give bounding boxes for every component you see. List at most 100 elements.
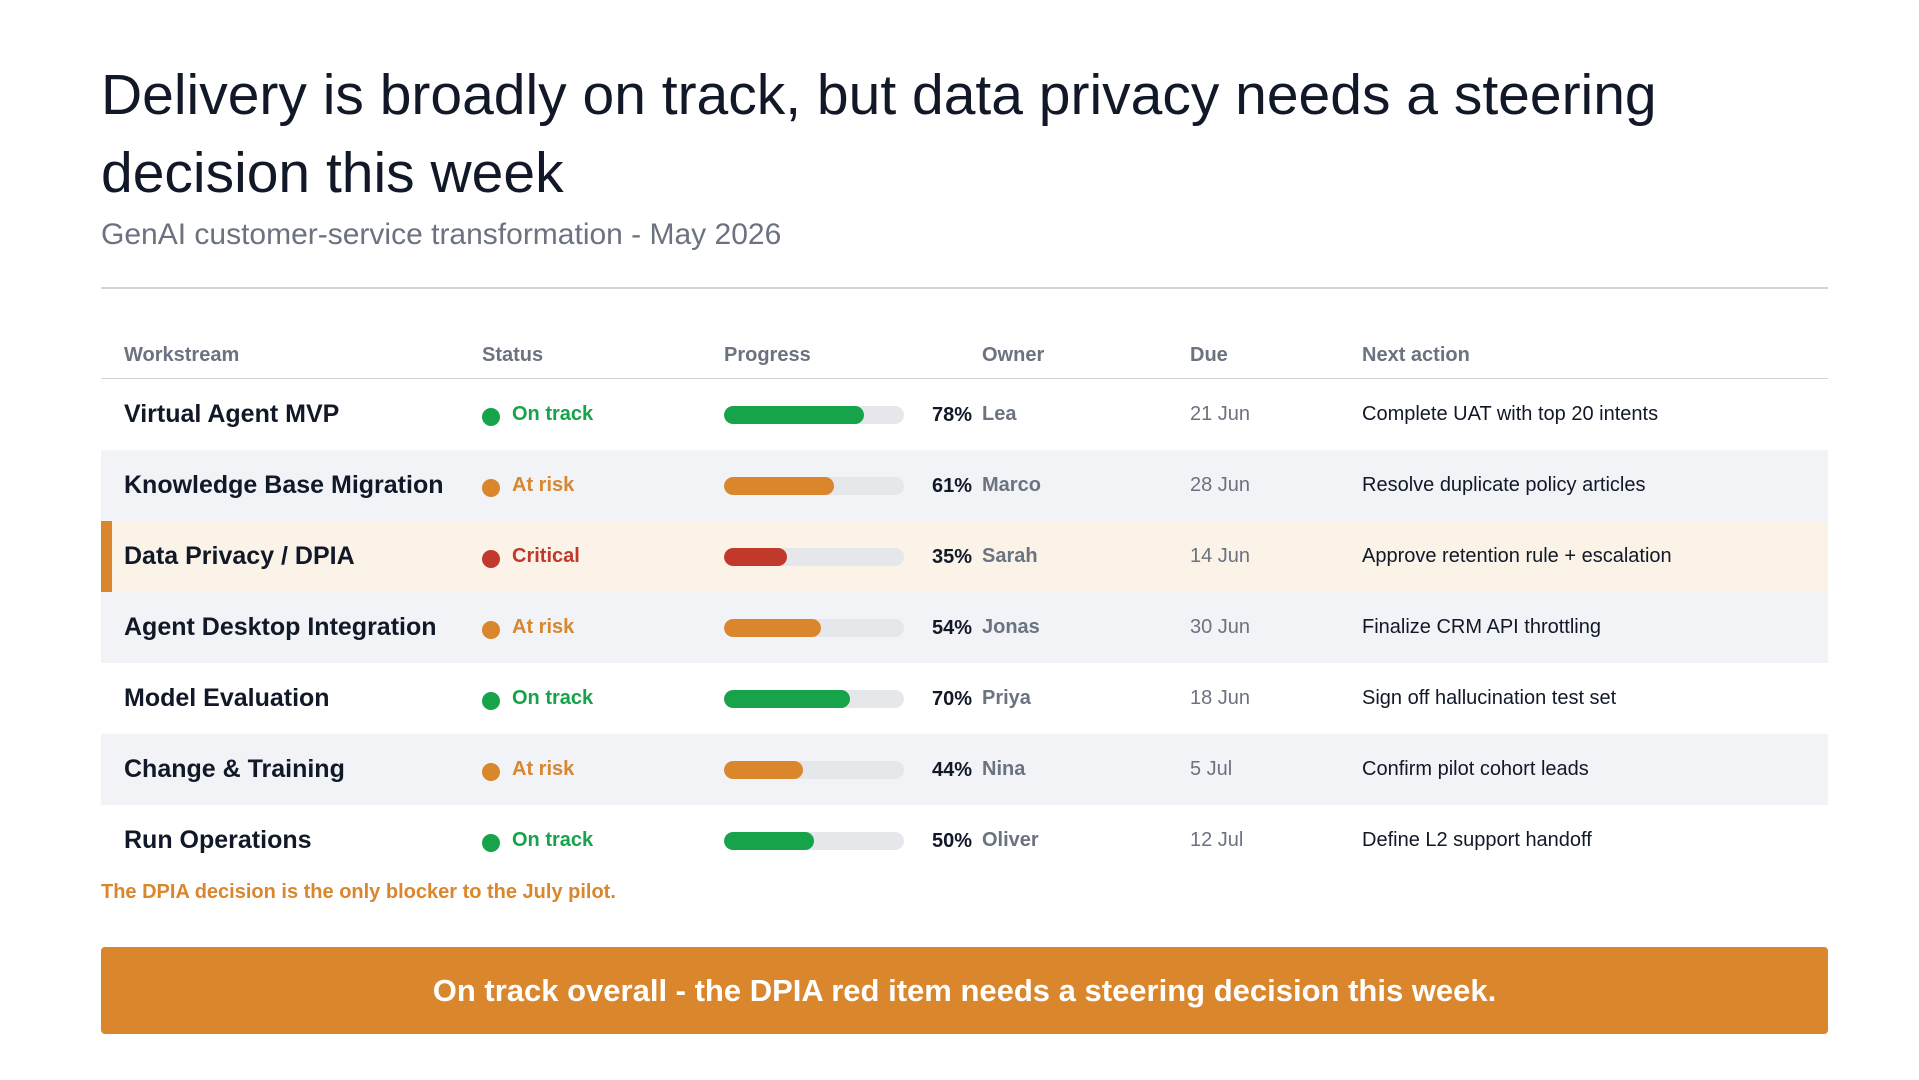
table-row: Data Privacy / DPIA Critical 35% Sarah 14 Ju… [101, 521, 1828, 592]
summary-banner: On track overall - the DPIA red item nee… [101, 947, 1828, 1034]
due-date: 14 Jun [1190, 545, 1251, 567]
column-header-status: Status [482, 344, 544, 366]
progress-bar-fill [724, 618, 822, 637]
progress-bar-fill [724, 547, 787, 566]
progress-bar [724, 476, 904, 495]
due-date: 5 Jul [1190, 758, 1233, 780]
next-action: Define L2 support handoff [1362, 829, 1592, 851]
page-title: Delivery is broadly on track, but data p… [101, 63, 1657, 205]
status-label: On track [512, 687, 594, 709]
status-dot-icon [482, 762, 500, 781]
next-action: Sign off hallucination test set [1362, 687, 1617, 709]
workstream-name: Agent Desktop Integration [124, 613, 437, 641]
progress-bar-fill [724, 476, 834, 495]
progress-bar-fill [724, 405, 865, 424]
due-date: 18 Jun [1190, 687, 1251, 709]
header-divider [101, 287, 1828, 289]
table-body: Virtual Agent MVP On track 78% Lea 21 Jun Com… [101, 379, 1828, 876]
page-subtitle: GenAI customer-service transformation - … [101, 218, 782, 251]
progress-bar [724, 405, 904, 424]
status-dot-icon [482, 691, 500, 710]
progress-percent: 50% [932, 830, 973, 852]
blocker-note: The DPIA decision is the only blocker to… [101, 881, 616, 903]
progress-bar-fill [724, 831, 814, 850]
column-header-due: Due [1190, 344, 1228, 366]
status-indicator: On track [482, 687, 724, 710]
status-label: On track [512, 403, 594, 425]
owner-name: Sarah [982, 545, 1038, 567]
owner-name: Priya [982, 687, 1031, 709]
progress-percent: 54% [932, 617, 973, 639]
table-row: Change & Training At risk 44% Nina 5 Jul Conf… [101, 734, 1828, 805]
workstream-name: Change & Training [124, 755, 345, 783]
progress-bar [724, 689, 904, 708]
column-header-workstream: Workstream [124, 344, 240, 366]
due-date: 21 Jun [1190, 403, 1251, 425]
progress-bar [724, 618, 904, 637]
workstream-name: Run Operations [124, 826, 312, 854]
progress-bar [724, 760, 904, 779]
owner-name: Jonas [982, 616, 1040, 638]
status-label: Critical [512, 545, 580, 567]
owner-name: Oliver [982, 829, 1039, 851]
progress-cell: 70% [724, 686, 982, 711]
column-header-next-action: Next action [1362, 344, 1470, 366]
workstream-name: Virtual Agent MVP [124, 400, 340, 428]
status-dot-icon [482, 407, 500, 426]
next-action: Confirm pilot cohort leads [1362, 758, 1589, 780]
progress-cell: 54% [724, 615, 982, 640]
status-dot-icon [482, 620, 500, 639]
workstream-table: Workstream Status Progress Owner Due Nex… [101, 333, 1828, 876]
status-indicator: At risk [482, 758, 724, 781]
table-row: Run Operations On track 50% Oliver 12 Jul Def… [101, 805, 1828, 876]
progress-percent: 70% [932, 688, 973, 710]
workstream-name: Data Privacy / DPIA [124, 542, 355, 570]
progress-cell: 44% [724, 757, 982, 782]
progress-percent: 78% [932, 404, 973, 426]
status-indicator: Critical [482, 545, 724, 568]
status-indicator: At risk [482, 474, 724, 497]
owner-name: Lea [982, 403, 1017, 425]
next-action: Finalize CRM API throttling [1362, 616, 1601, 638]
status-indicator: On track [482, 403, 724, 426]
progress-cell: 61% [724, 473, 982, 498]
owner-name: Marco [982, 474, 1041, 496]
status-label: At risk [512, 474, 575, 496]
next-action: Resolve duplicate policy articles [1362, 474, 1646, 496]
progress-bar-fill [724, 760, 804, 779]
progress-bar [724, 547, 904, 566]
status-dot-icon [482, 833, 500, 852]
owner-name: Nina [982, 758, 1026, 780]
due-date: 30 Jun [1190, 616, 1251, 638]
table-row: Virtual Agent MVP On track 78% Lea 21 Jun Com… [101, 379, 1828, 450]
progress-percent: 35% [932, 546, 973, 568]
workstream-name: Knowledge Base Migration [124, 471, 444, 499]
progress-bar [724, 831, 904, 850]
progress-percent: 44% [932, 759, 973, 781]
table-row: Knowledge Base Migration At risk 61% Marco 2… [101, 450, 1828, 521]
status-label: On track [512, 829, 594, 851]
status-label: At risk [512, 616, 575, 638]
status-dot-icon [482, 549, 500, 568]
critical-row-marker [101, 521, 112, 592]
table-row: Agent Desktop Integration At risk 54% Jonas… [101, 592, 1828, 663]
table-row: Model Evaluation On track 70% Priya 18 Jun Si… [101, 663, 1828, 734]
next-action: Complete UAT with top 20 intents [1362, 403, 1659, 425]
status-indicator: On track [482, 829, 724, 852]
column-header-progress: Progress [724, 344, 811, 366]
next-action: Approve retention rule + escalation [1362, 545, 1672, 567]
progress-cell: 35% [724, 544, 982, 569]
progress-percent: 61% [932, 475, 973, 497]
status-indicator: At risk [482, 616, 724, 639]
due-date: 12 Jul [1190, 829, 1244, 851]
progress-cell: 78% [724, 402, 982, 427]
table-header: Workstream Status Progress Owner Due Nex… [101, 333, 1828, 379]
due-date: 28 Jun [1190, 474, 1251, 496]
workstream-name: Model Evaluation [124, 684, 330, 712]
column-header-owner: Owner [982, 344, 1045, 366]
progress-bar-fill [724, 689, 850, 708]
status-dot-icon [482, 478, 500, 497]
progress-cell: 50% [724, 828, 982, 853]
status-label: At risk [512, 758, 575, 780]
